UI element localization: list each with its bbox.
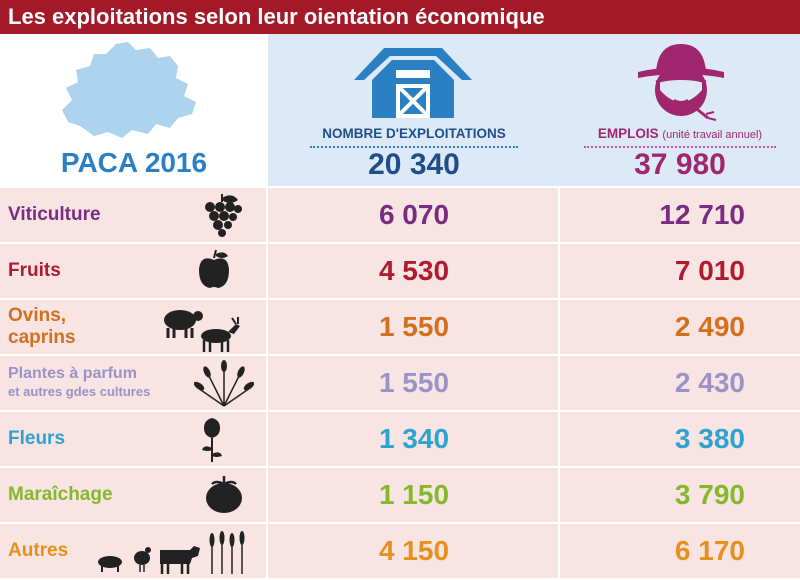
column-separator (558, 300, 560, 354)
exploitations-value: 1 150 (378, 479, 450, 510)
table-row: Autres 4 150 6 170 (0, 524, 800, 580)
emplois-value: 12 710 (659, 199, 745, 230)
exploitations-header: NOMBRE D'EXPLOITATIONS 20 340 (268, 34, 560, 186)
exploitations-value: 6 070 (378, 199, 450, 230)
emplois-divider (584, 146, 776, 148)
column-separator (558, 188, 560, 242)
exploitations-value: 1 340 (378, 423, 450, 454)
column-separator (558, 524, 560, 578)
row-label: Viticulture (8, 204, 101, 225)
row-label: Ovins, caprins (8, 300, 76, 354)
livestock-icon (98, 531, 245, 574)
emplois-header: EMPLOIS (unité travail annuel) 37 980 (560, 34, 800, 186)
row-label-cell: Viticulture (0, 188, 268, 242)
exploitations-value: 4 150 (378, 535, 450, 566)
region-label: PACA 2016 (60, 147, 208, 178)
column-separator (266, 356, 268, 410)
column-separator (266, 524, 268, 578)
chart-title: Les exploitations selon leur oientation … (0, 0, 800, 34)
column-separator (558, 356, 560, 410)
table-row: Fleurs 1 340 3 380 (0, 412, 800, 468)
rose-icon (202, 418, 222, 462)
column-separator (558, 412, 560, 466)
row-label: Autres (8, 540, 69, 561)
table-row: Ovins, caprins 1 550 2 490 (0, 300, 800, 356)
row-label-line1: Ovins, (8, 305, 67, 326)
emplois-value: 3 380 (674, 423, 745, 454)
table-row: Maraîchage 1 150 3 790 (0, 468, 800, 524)
emplois-column-label: EMPLOIS (unité travail annuel) (560, 126, 800, 141)
table-row: Plantes à parfum et autres gdes cultures … (0, 356, 800, 412)
row-label-cell: Fruits (0, 244, 268, 298)
row-label-cell: Fleurs (0, 412, 268, 466)
emplois-value: 6 170 (674, 535, 745, 566)
column-separator (266, 412, 268, 466)
table-row: Fruits 4 530 7 010 (0, 244, 800, 300)
row-label: Maraîchage (8, 484, 113, 505)
row-label-cell: Ovins, caprins (0, 300, 268, 354)
grapes-icon (205, 194, 242, 237)
exploitations-divider (310, 146, 518, 148)
column-separator (266, 188, 268, 242)
row-label-line2: caprins (8, 327, 76, 348)
row-label-cell: Autres (0, 524, 268, 578)
exploitations-total: 20 340 (368, 148, 460, 181)
column-separator (266, 244, 268, 298)
emplois-label: EMPLOIS (597, 126, 659, 141)
exploitations-value: 4 530 (378, 255, 450, 286)
sheep-goat-icon (164, 310, 240, 352)
paca-map-icon (62, 42, 196, 138)
table-row: Viticulture 6 070 12 710 (0, 188, 800, 244)
row-label: Plantes à parfum et autres gdes cultures (8, 356, 150, 410)
row-label-line2: et autres gdes cultures (8, 384, 151, 399)
data-table: Viticulture 6 070 12 710 Fruits 4 53 (0, 188, 800, 580)
region-header: PACA 2016 (0, 34, 268, 186)
exploitations-column-label: NOMBRE D'EXPLOITATIONS (322, 126, 506, 141)
row-label: Fruits (8, 260, 61, 281)
row-label-cell: Plantes à parfum et autres gdes cultures (0, 356, 268, 410)
emplois-value: 2 490 (674, 311, 745, 342)
row-label: Fleurs (8, 428, 66, 449)
farmer-icon (638, 44, 724, 121)
row-label-line1: Plantes à parfum (8, 365, 137, 382)
barn-icon (354, 48, 472, 118)
emplois-sublabel: (unité travail annuel) (662, 129, 763, 141)
emplois-total: 37 980 (634, 148, 726, 181)
exploitations-value: 1 550 (378, 367, 450, 398)
emplois-value: 2 430 (674, 367, 745, 398)
tomato-icon (206, 476, 242, 513)
column-separator (558, 244, 560, 298)
apple-icon (199, 249, 229, 288)
column-separator (266, 300, 268, 354)
emplois-value: 7 010 (674, 255, 745, 286)
row-label-cell: Maraîchage (0, 468, 268, 522)
column-separator (558, 468, 560, 522)
wheat-icon (194, 360, 254, 407)
exploitations-value: 1 550 (378, 311, 450, 342)
column-separator (266, 468, 268, 522)
emplois-value: 3 790 (674, 479, 745, 510)
